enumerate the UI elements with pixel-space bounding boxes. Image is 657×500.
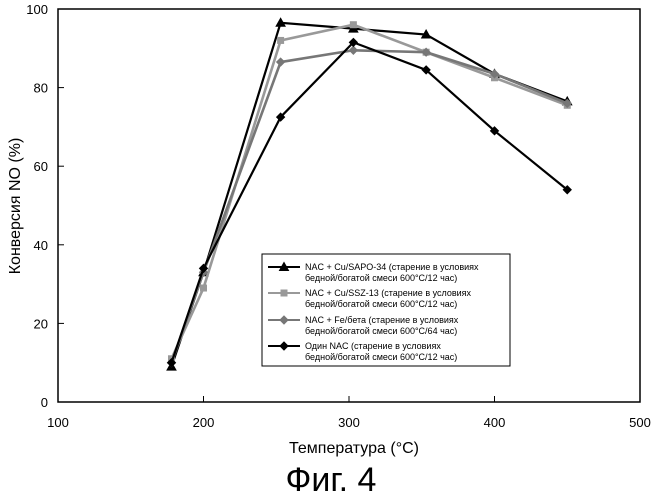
y-tick-label: 0 bbox=[41, 395, 48, 410]
data-point-marker bbox=[350, 22, 356, 28]
legend-label: бедной/богатой смеси 600°C/12 час) bbox=[305, 273, 457, 283]
legend-label: бедной/богатой смеси 600°C/12 час) bbox=[305, 352, 457, 362]
y-tick-label: 80 bbox=[34, 81, 48, 96]
legend-label: Один NAC (старение в условиях bbox=[305, 341, 441, 351]
y-tick-label: 20 bbox=[34, 316, 48, 331]
data-point-marker bbox=[281, 290, 287, 296]
data-point-marker bbox=[349, 46, 357, 54]
legend-label: NAC + Cu/SAPO-34 (старение в условиях bbox=[305, 262, 479, 272]
x-tick-label: 400 bbox=[484, 415, 506, 430]
legend: NAC + Cu/SAPO-34 (старение в условияхбед… bbox=[262, 254, 510, 366]
data-point-marker bbox=[278, 37, 284, 43]
legend-label: NAC + Fe/бета (старение в условиях bbox=[305, 315, 459, 325]
data-point-marker bbox=[201, 285, 207, 291]
legend-label: бедной/богатой смеси 600°C/12 час) bbox=[305, 299, 457, 309]
y-tick-label: 60 bbox=[34, 159, 48, 174]
y-axis-title: Конверсия NO (%) bbox=[7, 138, 24, 275]
x-tick-label: 200 bbox=[193, 415, 215, 430]
legend-label: бедной/богатой смеси 600°C/64 час) bbox=[305, 326, 457, 336]
x-tick-label: 500 bbox=[629, 415, 651, 430]
legend-label: NAC + Cu/SSZ-13 (старение в условиях bbox=[305, 288, 472, 298]
x-axis-title: Температура (°C) bbox=[289, 440, 419, 457]
x-tick-label: 300 bbox=[338, 415, 360, 430]
y-tick-label: 100 bbox=[26, 2, 48, 17]
data-point-marker bbox=[277, 58, 285, 66]
figure-caption: Фиг. 4 bbox=[286, 461, 377, 499]
x-tick-label: 100 bbox=[47, 415, 69, 430]
y-tick-label: 40 bbox=[34, 238, 48, 253]
